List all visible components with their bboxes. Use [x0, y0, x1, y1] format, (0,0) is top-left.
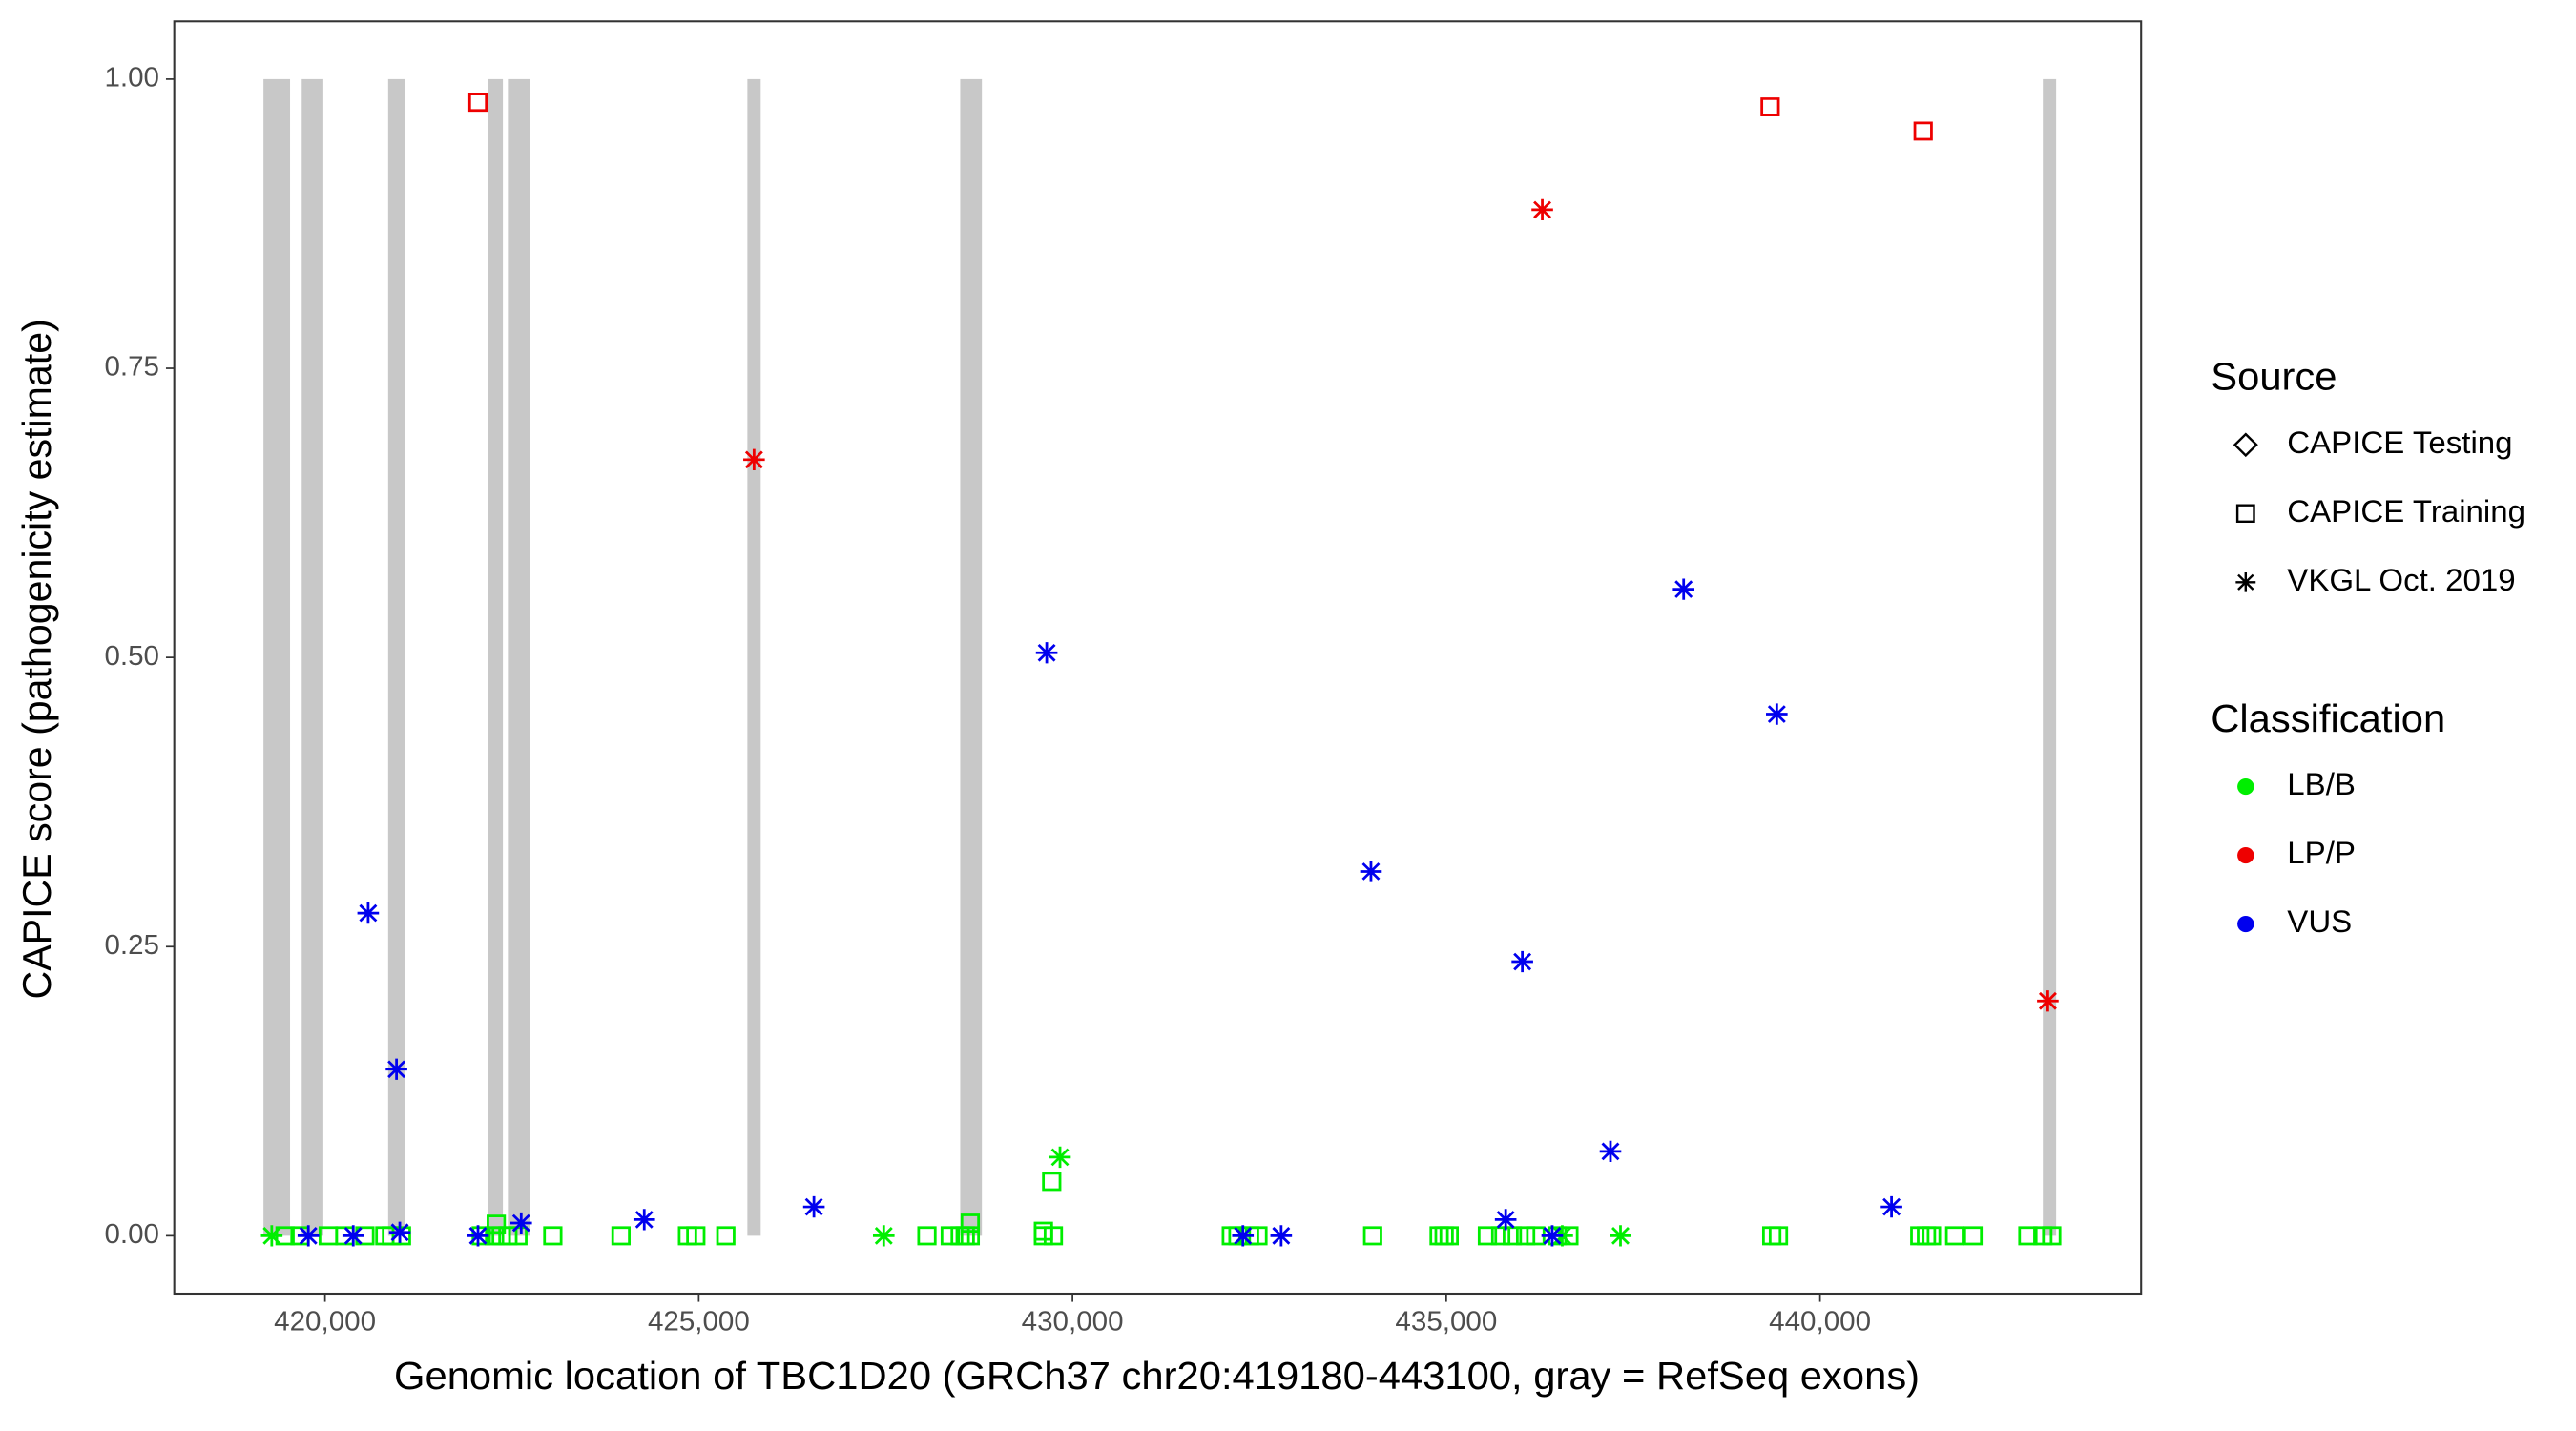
point	[388, 1221, 411, 1243]
point	[1880, 1195, 1902, 1218]
point	[1362, 1226, 1382, 1246]
point	[960, 1226, 981, 1246]
legend-label: VUS	[2287, 903, 2352, 939]
point	[802, 1195, 825, 1218]
legend-label: CAPICE Training	[2287, 493, 2525, 529]
exon	[960, 78, 983, 1236]
legend-label: LB/B	[2287, 766, 2356, 801]
exon	[387, 78, 405, 1236]
point	[487, 1214, 507, 1234]
y-axis-title: CAPICE score (pathogenicity estimate)	[14, 319, 59, 999]
x-axis-title: Genomic location of TBC1D20 (GRCh37 chr2…	[394, 1353, 1920, 1398]
point	[1270, 1225, 1293, 1247]
x-tick-label: 425,000	[648, 1306, 750, 1338]
point	[1042, 1172, 1062, 1192]
point	[1760, 97, 1780, 116]
exon	[508, 78, 530, 1236]
legend-symbol	[2237, 847, 2254, 864]
legend-symbol	[2235, 572, 2256, 592]
point	[1610, 1225, 1631, 1247]
point	[917, 1226, 937, 1246]
point	[467, 1225, 489, 1247]
point	[633, 1209, 655, 1231]
point	[1913, 121, 1933, 141]
legend-title: Source	[2211, 354, 2337, 399]
exon	[2043, 78, 2057, 1236]
point	[342, 1225, 364, 1247]
point	[1944, 1226, 1964, 1246]
point	[1672, 578, 1695, 600]
point	[1910, 1226, 1930, 1246]
point	[1248, 1226, 1268, 1246]
point	[1917, 1226, 1937, 1246]
legend-symbol	[2237, 778, 2254, 796]
x-tick-label: 420,000	[274, 1306, 376, 1338]
point	[1033, 1226, 1053, 1246]
point	[1768, 1226, 1789, 1246]
point	[1511, 950, 1533, 973]
exon	[747, 78, 761, 1236]
point	[1761, 1226, 1782, 1246]
point	[357, 902, 380, 924]
y-tick-label: 0.00	[104, 1218, 159, 1250]
point	[1963, 1226, 1984, 1246]
legend-label: VKGL Oct. 2019	[2287, 562, 2515, 597]
legend-label: CAPICE Testing	[2287, 425, 2512, 460]
point	[467, 93, 488, 113]
exon	[263, 78, 291, 1236]
point	[1541, 1225, 1564, 1247]
point	[543, 1226, 563, 1246]
point	[1494, 1209, 1517, 1231]
point	[1766, 703, 1788, 725]
point	[260, 1225, 283, 1247]
y-tick-label: 0.50	[104, 640, 159, 672]
point	[1922, 1226, 1942, 1246]
point	[872, 1225, 895, 1247]
legend-symbol	[2233, 432, 2258, 458]
x-tick-label: 440,000	[1769, 1306, 1871, 1338]
y-tick-label: 1.00	[104, 62, 159, 93]
exon	[488, 78, 504, 1236]
point	[385, 1058, 407, 1080]
point	[1232, 1225, 1255, 1247]
legend-symbol	[2235, 504, 2255, 524]
point	[1434, 1226, 1454, 1246]
y-tick-label: 0.25	[104, 929, 159, 961]
x-tick-label: 430,000	[1022, 1306, 1124, 1338]
exon	[301, 78, 323, 1236]
point	[1439, 1226, 1460, 1246]
point	[2042, 1226, 2062, 1246]
point	[1033, 1221, 1053, 1241]
legend-label: LP/P	[2287, 835, 2356, 870]
point	[2037, 990, 2059, 1012]
point	[1360, 861, 1382, 882]
point	[1531, 198, 1553, 221]
point	[1429, 1226, 1449, 1246]
point	[1526, 1226, 1546, 1246]
point	[611, 1226, 631, 1246]
point	[716, 1226, 736, 1246]
point	[1599, 1140, 1622, 1163]
point	[960, 1213, 981, 1233]
legend-title: Classification	[2211, 695, 2445, 740]
point	[297, 1225, 320, 1247]
point	[1049, 1146, 1071, 1169]
legend-symbol	[2237, 916, 2254, 933]
y-tick-label: 0.75	[104, 351, 159, 383]
x-tick-label: 435,000	[1395, 1306, 1497, 1338]
point	[1035, 642, 1058, 664]
point	[1043, 1226, 1064, 1246]
point	[686, 1226, 706, 1246]
point	[743, 448, 765, 470]
point	[509, 1212, 532, 1234]
panel-border	[173, 20, 2143, 1296]
